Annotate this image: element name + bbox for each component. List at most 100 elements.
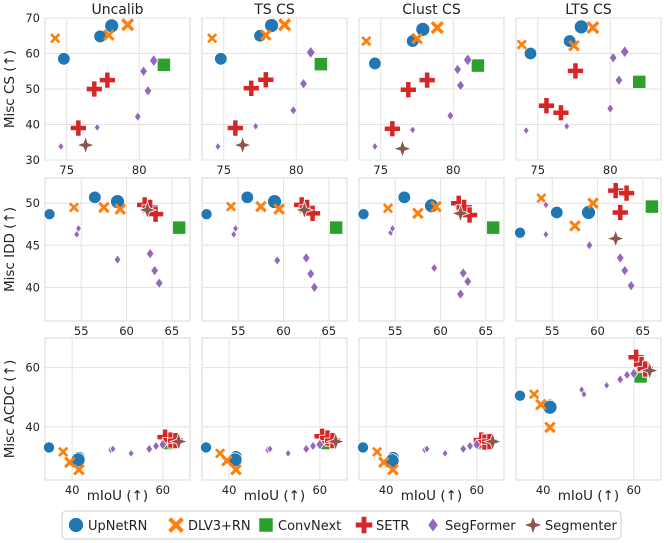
point-upnetrn xyxy=(215,53,228,66)
point-upnetrn xyxy=(201,209,212,220)
x-tick-label: 80 xyxy=(132,163,147,177)
panel: 55 60 65 xyxy=(514,178,661,338)
y-tick-label: 70 xyxy=(25,11,40,25)
point-upnetrn xyxy=(398,191,411,204)
point-upnetrn xyxy=(416,22,430,36)
point-upnetrn xyxy=(89,191,102,204)
x-axis-label: mIoU (↑) xyxy=(87,488,148,504)
x-tick-label: 65 xyxy=(165,324,180,338)
legend-marker-upnetrn xyxy=(69,518,84,533)
legend-label: ConvNext xyxy=(278,519,341,534)
point-upnetrn xyxy=(574,20,588,34)
point-upnetrn xyxy=(200,442,211,453)
point-upnetrn xyxy=(550,206,563,219)
x-tick-label: 65 xyxy=(479,324,494,338)
panel: 40 60 xyxy=(200,338,347,497)
point-convnext xyxy=(645,200,658,213)
x-tick-label: 55 xyxy=(545,324,560,338)
panel: 75 80 xyxy=(359,18,504,177)
y-tick-label: 60 xyxy=(25,47,40,61)
point-upnetrn xyxy=(44,209,55,220)
x-tick-label: 40 xyxy=(536,483,551,497)
point-upnetrn xyxy=(58,53,71,66)
y-axis-label: Misc ACDC (↑) xyxy=(2,360,18,459)
y-axis-label: Misc IDD (↑) xyxy=(2,207,18,292)
x-tick-label: 80 xyxy=(603,163,618,177)
panel: 40 60 xyxy=(514,338,661,497)
legend-item: ConvNext xyxy=(259,518,341,534)
x-tick-label: 65 xyxy=(636,324,651,338)
y-axis-label: Misc CS (↑) xyxy=(2,50,18,128)
x-tick-label: 55 xyxy=(388,324,403,338)
x-tick-label: 60 xyxy=(469,483,484,497)
x-tick-label: 75 xyxy=(59,163,74,177)
x-tick-label: 80 xyxy=(446,163,461,177)
panel: 75 80 xyxy=(516,18,661,177)
x-tick-label: 55 xyxy=(74,324,89,338)
y-tick-label: 40 xyxy=(25,420,40,434)
x-tick-label: 75 xyxy=(216,163,231,177)
panel: 40 60 40 60 xyxy=(25,338,190,497)
legend-label: UpNetRN xyxy=(88,519,147,534)
x-tick-label: 60 xyxy=(626,483,641,497)
legend-label: Segmenter xyxy=(545,519,617,534)
x-tick-label: 40 xyxy=(65,483,80,497)
y-tick-label: 50 xyxy=(25,82,40,96)
point-upnetrn xyxy=(241,191,254,204)
x-tick-label: 55 xyxy=(231,324,246,338)
panel: 40 60 xyxy=(357,338,504,497)
point-upnetrn xyxy=(514,390,525,401)
column-title: Clust CS xyxy=(402,2,461,18)
legend-item: UpNetRN xyxy=(69,518,148,535)
x-tick-label: 75 xyxy=(373,163,388,177)
point-convnext xyxy=(329,221,342,234)
x-tick-label: 60 xyxy=(119,324,134,338)
point-upnetrn xyxy=(524,47,537,60)
point-convnext xyxy=(633,75,646,88)
y-tick-label: 60 xyxy=(25,361,40,375)
x-axis-label: mIoU (↑) xyxy=(401,488,462,504)
x-tick-label: 40 xyxy=(379,483,394,497)
y-tick-label: 30 xyxy=(25,153,40,167)
figure: 304050607075 80 75 80 75 80 75 8040455055 60 65 55… xyxy=(0,0,664,543)
legend-label: SegFormer xyxy=(445,519,516,534)
panels-layer: 304050607075 80 75 80 75 80 75 8040455055 60 65 55… xyxy=(25,11,661,497)
point-convnext xyxy=(314,58,327,71)
point-upnetrn xyxy=(369,57,382,70)
point-upnetrn xyxy=(357,442,368,453)
x-tick-label: 60 xyxy=(590,324,605,338)
column-title: TS CS xyxy=(253,2,295,18)
column-title: Uncalib xyxy=(91,2,143,18)
panel: 30 40 50 60 70 75 80 xyxy=(25,11,190,177)
x-tick-label: 80 xyxy=(289,163,304,177)
legend: UpNetRN DLV3+RN ConvNext SETR SegFormer Segme… xyxy=(62,511,621,539)
point-convnext xyxy=(172,221,185,234)
y-tick-label: 40 xyxy=(25,280,40,294)
panel: 40 45 50 55 60 65 xyxy=(25,178,190,338)
point-upnetrn xyxy=(43,442,54,453)
y-tick-label: 45 xyxy=(25,238,40,252)
x-axis-label: mIoU (↑) xyxy=(558,488,619,504)
legend-label: DLV3+RN xyxy=(188,519,251,534)
x-tick-label: 60 xyxy=(312,483,327,497)
point-upnetrn xyxy=(358,209,369,220)
point-convnext xyxy=(471,59,484,72)
y-tick-label: 50 xyxy=(25,196,40,210)
x-tick-label: 60 xyxy=(276,324,291,338)
legend-item: SETR xyxy=(355,516,409,534)
column-title: LTS CS xyxy=(565,2,612,18)
x-tick-label: 60 xyxy=(433,324,448,338)
point-upnetrn xyxy=(265,18,279,32)
point-upnetrn xyxy=(514,227,525,238)
legend-marker-convnext xyxy=(259,518,273,532)
panel: 55 60 65 xyxy=(358,178,504,338)
point-convnext xyxy=(486,221,499,234)
panel: 55 60 65 xyxy=(201,178,347,338)
x-tick-label: 65 xyxy=(322,324,337,338)
legend-label: SETR xyxy=(376,519,409,534)
x-axis-label: mIoU (↑) xyxy=(244,488,305,504)
point-convnext xyxy=(157,58,170,71)
x-tick-label: 40 xyxy=(222,483,237,497)
x-tick-label: 60 xyxy=(155,483,170,497)
y-tick-label: 40 xyxy=(25,118,40,132)
